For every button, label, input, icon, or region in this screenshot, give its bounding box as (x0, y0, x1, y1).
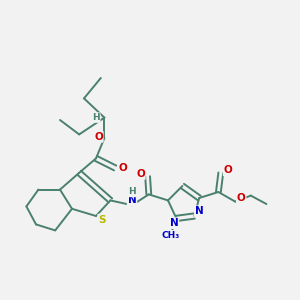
Text: N: N (128, 195, 136, 206)
Text: O: O (118, 163, 127, 173)
Text: O: O (94, 132, 103, 142)
Text: N: N (195, 206, 204, 216)
Text: O: O (224, 165, 232, 176)
Text: H: H (92, 113, 100, 122)
Text: H: H (128, 188, 136, 196)
Text: N: N (169, 218, 178, 228)
Text: O: O (237, 193, 246, 203)
Text: S: S (98, 214, 106, 225)
Text: O: O (136, 169, 145, 179)
Text: CH₃: CH₃ (161, 231, 179, 240)
